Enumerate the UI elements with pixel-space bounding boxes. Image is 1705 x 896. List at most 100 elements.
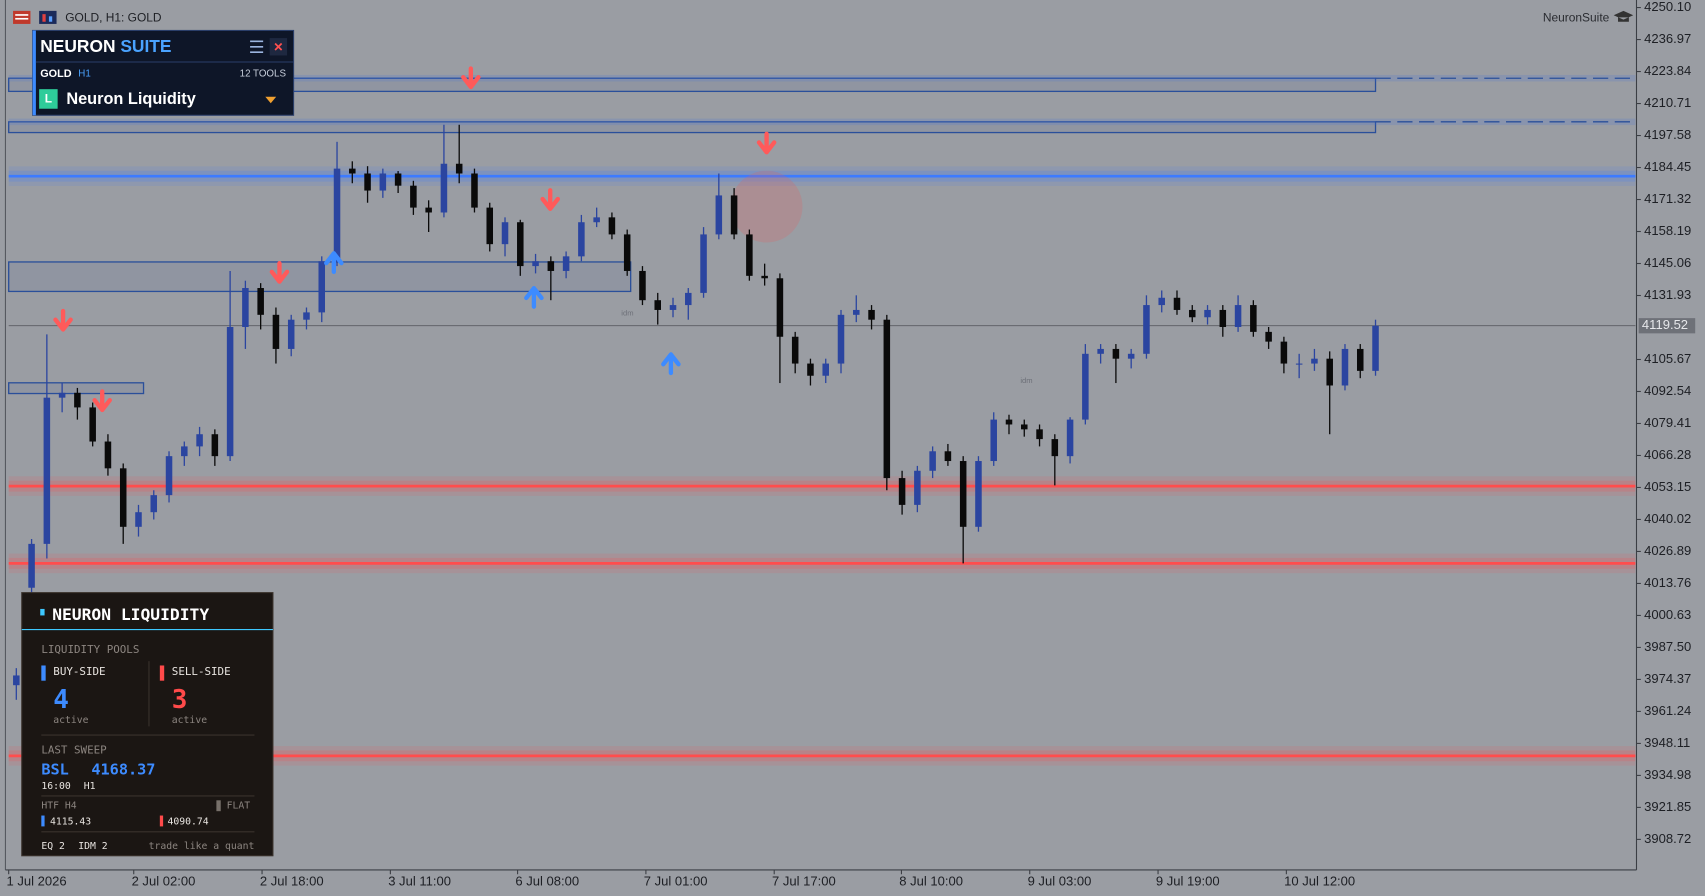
htf-state: FLAT xyxy=(227,801,251,812)
panel-accent xyxy=(32,30,36,116)
buy-signal xyxy=(524,285,544,309)
candle-body xyxy=(410,185,417,208)
symbol-label: GOLD, H1: GOLD xyxy=(65,11,162,25)
candle-body xyxy=(1250,305,1257,332)
candle-body xyxy=(715,195,723,235)
htf-low: 4090.74 xyxy=(167,817,208,828)
tool-icon-bg xyxy=(39,89,58,109)
y-tick-label: 4026.89 xyxy=(1644,543,1691,558)
candle-body xyxy=(226,327,234,457)
candle-body xyxy=(394,173,402,186)
candle-body xyxy=(639,270,646,301)
buy-signal xyxy=(324,251,344,275)
candle-body xyxy=(1051,439,1059,457)
candle-body xyxy=(532,261,539,267)
candle-body xyxy=(1219,309,1227,328)
signals xyxy=(53,66,777,413)
y-tick-label: 4197.58 xyxy=(1644,127,1691,142)
y-tick-label: 4053.15 xyxy=(1644,479,1691,494)
y-tick-label: 4066.28 xyxy=(1644,447,1691,462)
tool-selector[interactable]: Neuron Liquidity xyxy=(66,90,195,108)
candle-body xyxy=(303,312,310,320)
x-tick-label: 9 Jul 19:00 xyxy=(1156,873,1220,888)
sell-signal xyxy=(92,389,112,413)
candle-body xyxy=(89,407,96,442)
candles xyxy=(13,124,1379,700)
buy-sub: active xyxy=(53,715,88,726)
y-tick-label: 4223.84 xyxy=(1644,63,1691,78)
candle-body xyxy=(1066,419,1074,457)
y-tick-label: 4131.93 xyxy=(1644,287,1691,302)
x-tick-label: 2 Jul 02:00 xyxy=(132,873,196,888)
sell-signal xyxy=(53,308,73,332)
y-tick-label: 4092.54 xyxy=(1644,383,1691,398)
candle-body xyxy=(104,441,112,469)
sell-signal xyxy=(461,66,481,90)
candle-body xyxy=(898,478,906,505)
y-tick-label: 4105.67 xyxy=(1644,351,1691,366)
candle-body xyxy=(1005,419,1013,425)
slogan: trade like a quant xyxy=(149,841,255,852)
x-tick-label: 7 Jul 17:00 xyxy=(772,873,836,888)
buy-label: BUY-SIDE xyxy=(53,665,105,678)
candle-body xyxy=(455,163,463,174)
candle-body xyxy=(837,314,845,364)
y-tick-label: 4040.02 xyxy=(1644,511,1691,526)
htf-low-marker xyxy=(159,815,164,827)
brand-label: NeuronSuite xyxy=(1543,11,1610,25)
x-tick-label: 7 Jul 01:00 xyxy=(644,873,708,888)
candle-body xyxy=(1173,297,1181,310)
candle-body xyxy=(28,543,35,588)
candle-body xyxy=(1188,309,1196,318)
last-price-box xyxy=(1638,318,1696,334)
candle-body xyxy=(1021,424,1028,430)
dropdown-icon[interactable] xyxy=(265,96,277,104)
candle-body xyxy=(119,468,127,527)
candle-body xyxy=(43,397,51,544)
candle-body xyxy=(608,217,616,235)
zone-glow xyxy=(8,118,1636,126)
suite-tools: 12 TOOLS xyxy=(240,69,287,80)
candle-body xyxy=(791,336,799,364)
x-tick-label: 3 Jul 11:00 xyxy=(388,873,451,888)
menu-icon[interactable] xyxy=(13,10,31,24)
candle-body xyxy=(975,461,982,527)
candle-body xyxy=(807,363,814,376)
candle-body xyxy=(1112,348,1120,359)
suite-symbol: GOLD xyxy=(40,68,72,80)
chart-icon-bar xyxy=(42,14,46,22)
candle-body xyxy=(501,222,509,245)
y-tick-label: 4145.06 xyxy=(1644,255,1691,270)
candle-body xyxy=(349,168,356,174)
suite-title-a: NEURON xyxy=(40,35,115,55)
candle-body xyxy=(761,275,768,279)
liquidity-zone xyxy=(8,382,145,395)
candle-body xyxy=(883,319,891,479)
y-tick-label: 3974.37 xyxy=(1644,671,1691,686)
chart-icon[interactable] xyxy=(39,10,57,24)
sell-marker xyxy=(159,665,165,681)
candle-body xyxy=(1204,309,1211,318)
suite-title: NEURON SUITE xyxy=(40,35,171,55)
htf-high-marker xyxy=(41,815,45,827)
candle-body xyxy=(1234,305,1242,328)
htf-marker xyxy=(216,800,221,812)
candle-body xyxy=(578,222,585,257)
settings-icon[interactable] xyxy=(250,40,264,54)
candle-body xyxy=(318,261,326,313)
suite-title-b: SUITE xyxy=(120,35,171,55)
candle-body xyxy=(242,288,249,328)
x-tick-label: 1 Jul 2026 xyxy=(7,873,67,888)
candle-body xyxy=(425,207,432,213)
candle-body xyxy=(333,168,341,262)
liquidity-zone xyxy=(8,121,1377,134)
candle-body xyxy=(1097,348,1104,354)
section-label: LAST SWEEP xyxy=(41,743,107,756)
y-tick-label: 3934.98 xyxy=(1644,767,1691,782)
x-tick-label: 8 Jul 10:00 xyxy=(899,873,963,888)
panel-bg xyxy=(21,592,274,857)
last-price-label: 4119.52 xyxy=(1642,317,1688,332)
candle-body xyxy=(272,314,280,349)
